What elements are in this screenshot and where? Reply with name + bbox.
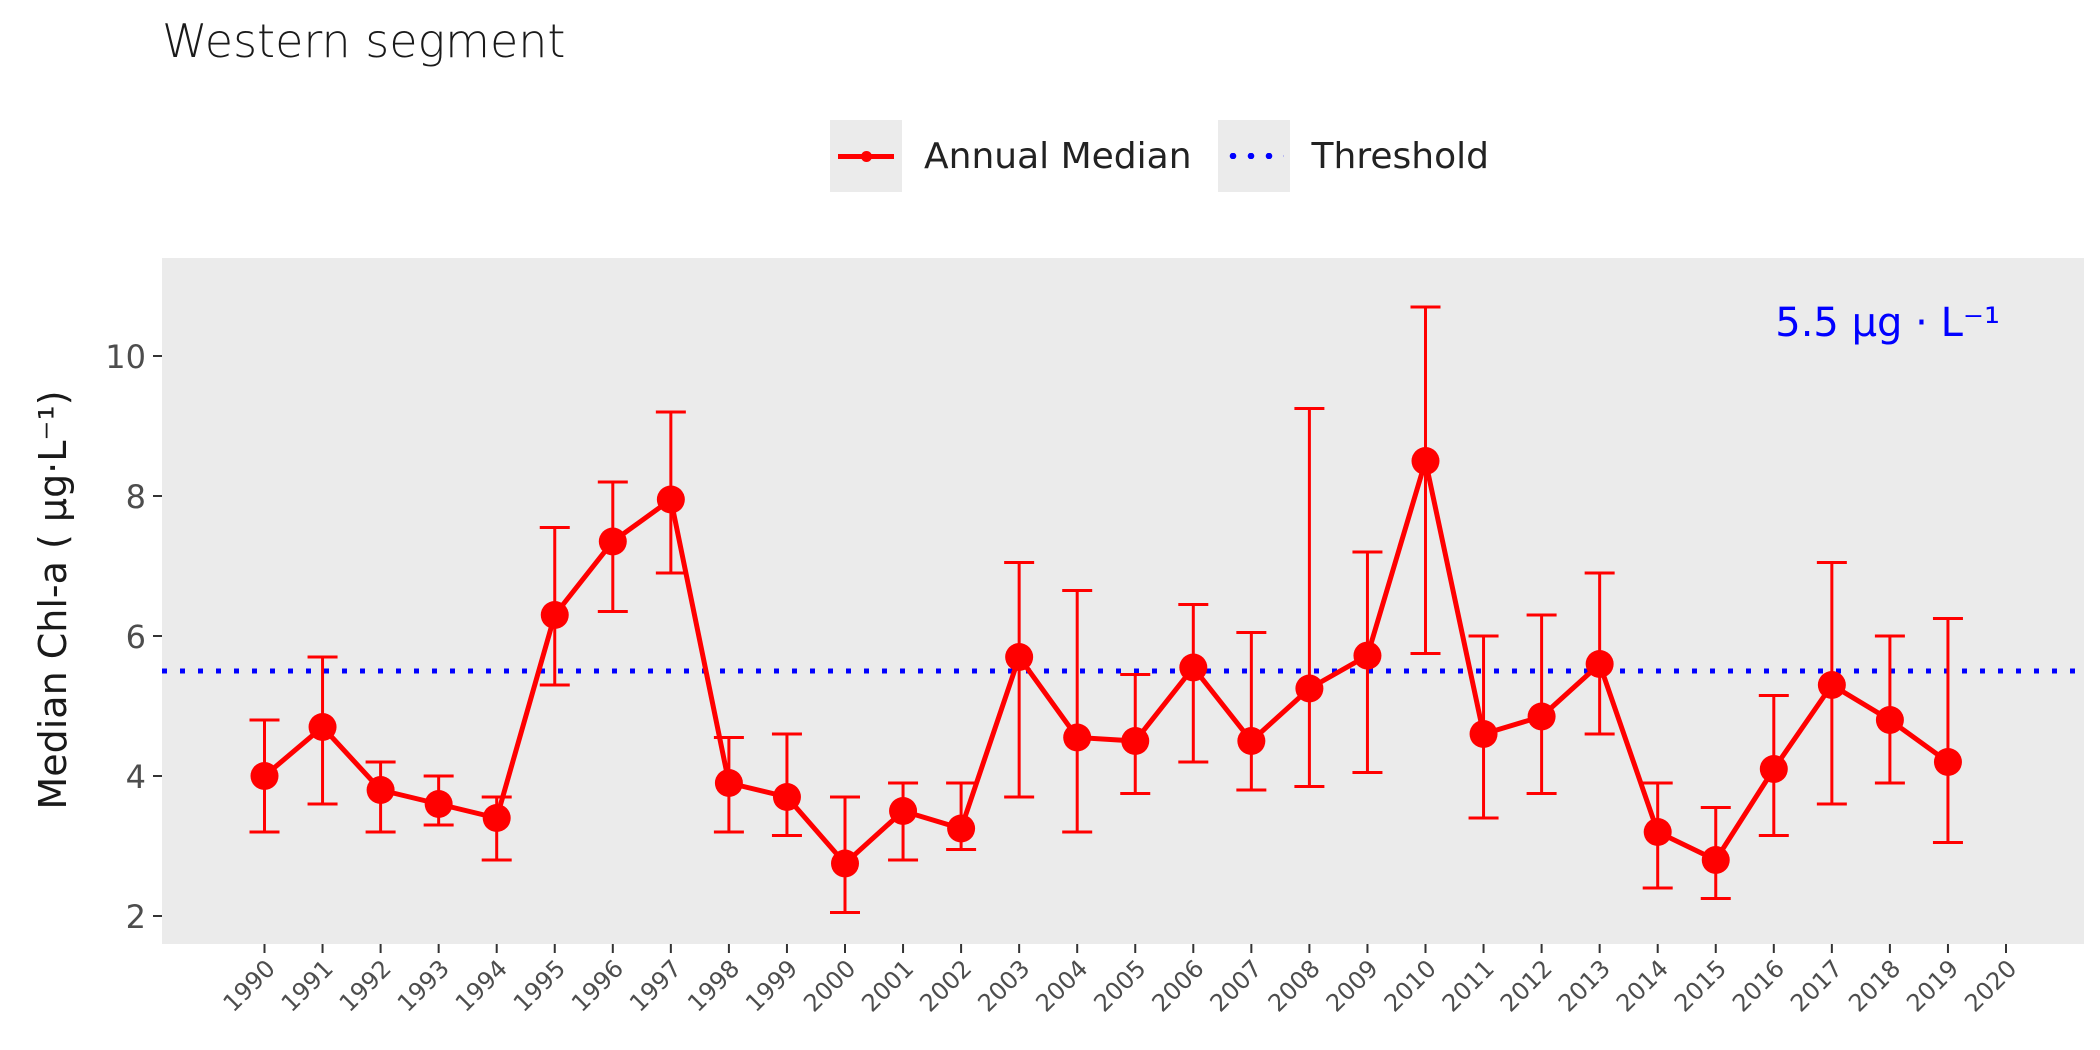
x-tick-label: 2018 [1843,954,1906,1017]
y-axis: 2 4 6 8 10 [105,338,162,936]
x-tick-label: 1992 [334,954,397,1017]
data-point [1933,748,1962,776]
legend-key-threshold [1217,120,1290,192]
x-tick-label: 2008 [1263,954,1326,1017]
error-bar [1178,603,1209,764]
x-tick-label: 2005 [1089,954,1152,1017]
x-tick-label: 1995 [508,954,571,1017]
data-point [1701,846,1730,874]
data-point [1121,727,1150,755]
legend: Annual Median Threshold [830,120,1515,192]
error-bar [1294,407,1325,788]
data-point [1005,643,1034,671]
data-point [1817,671,1846,699]
x-axis: 1990199119921993199419951996199719981999… [218,944,2022,1017]
y-tick-label: 10 [105,338,146,376]
x-tick-label: 2016 [1727,954,1790,1017]
data-point [772,783,801,811]
data-point [831,849,859,878]
data-point [1643,818,1672,846]
data-point [714,769,743,797]
data-point [1411,447,1440,475]
x-tick-label: 2020 [1959,954,2022,1017]
error-bar [1932,617,1963,844]
legend-key-annual-median [830,120,902,192]
data-point [424,790,453,818]
error-bar [1410,305,1441,655]
x-tick-label: 2002 [914,954,977,1017]
error-bar [1004,561,1035,799]
annual-median-points [250,447,1962,878]
plot-panel [162,258,2084,944]
data-point [1585,650,1614,678]
data-point [1875,706,1904,734]
x-tick-label: 2009 [1321,954,1384,1017]
y-tick-label: 6 [126,618,146,656]
data-point [1295,674,1324,703]
x-tick-label: 1998 [682,954,745,1017]
y-tick-label: 4 [126,758,146,796]
x-tick-label: 2015 [1669,954,1732,1017]
x-tick-label: 2007 [1205,954,1268,1017]
chart-title: Western segment [162,14,566,68]
x-tick-label: 2011 [1437,954,1500,1017]
error-bar [1062,589,1093,834]
x-tick-label: 2001 [856,954,919,1017]
x-tick-label: 1991 [276,954,339,1017]
data-point [1179,653,1208,682]
data-point [482,804,511,832]
data-point [1063,723,1092,752]
x-tick-label: 2012 [1495,954,1558,1017]
data-point [889,797,918,825]
data-point [1469,720,1498,748]
threshold-label: 5.5 μg · L⁻¹ [1775,300,2000,346]
legend-label-threshold: Threshold [1311,135,1489,177]
x-tick-label: 1994 [450,954,513,1017]
data-point [250,762,279,790]
data-point [1237,727,1266,755]
legend-label-annual-median: Annual Median [924,135,1192,177]
data-point [308,713,337,741]
x-tick-label: 2003 [972,954,1035,1017]
x-tick-label: 2013 [1553,954,1616,1017]
error-bar [1236,631,1267,792]
data-point [366,776,395,804]
y-tick-label: 8 [126,478,146,516]
x-tick-label: 2006 [1147,954,1210,1017]
x-tick-label: 1993 [392,954,455,1017]
x-tick-label: 1990 [218,954,281,1017]
x-tick-label: 2019 [1901,954,1964,1017]
data-point [1353,641,1382,670]
x-tick-label: 1997 [624,954,687,1017]
data-point [1759,755,1788,783]
x-tick-label: 2014 [1611,954,1674,1017]
y-tick-label: 2 [126,898,146,936]
data-point [1527,702,1556,731]
data-point [598,527,627,556]
data-point [656,485,685,514]
x-tick-label: 2017 [1785,954,1848,1017]
data-point [947,814,976,843]
x-tick-label: 2000 [798,954,861,1017]
y-axis-title: Median Chl-a ( μg·L⁻¹) [31,390,75,809]
x-tick-label: 1996 [566,954,629,1017]
data-point [540,601,569,629]
x-tick-label: 1999 [740,954,803,1017]
x-tick-label: 2004 [1030,954,1093,1017]
error-bars [249,305,1963,914]
x-tick-label: 2010 [1379,954,1442,1017]
